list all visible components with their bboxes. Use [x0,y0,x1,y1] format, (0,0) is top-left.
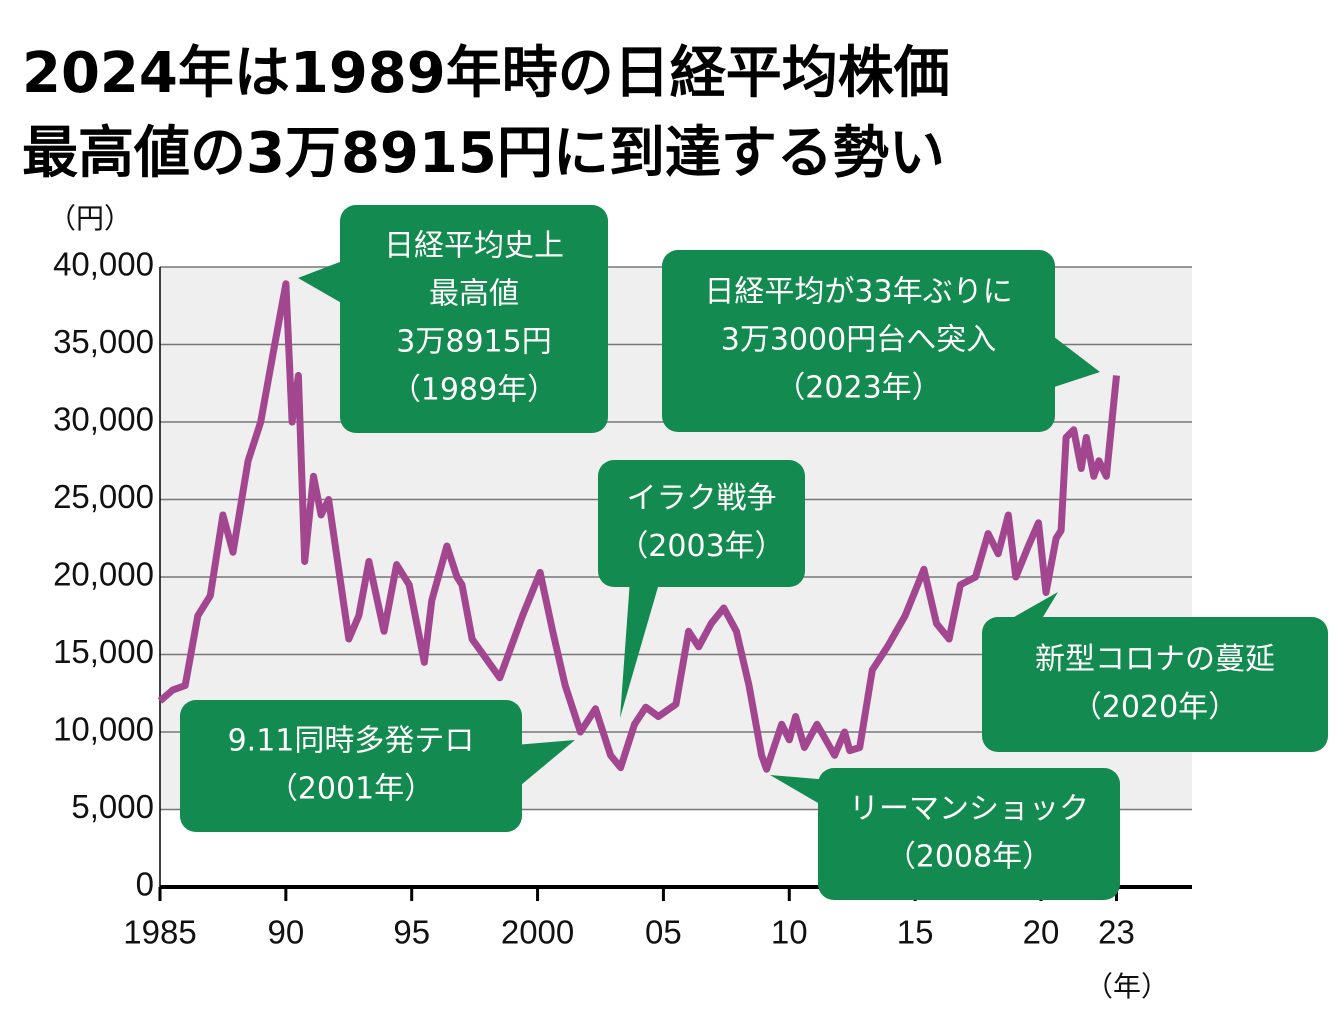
callout-text: （2023年） [775,371,941,406]
callout-tail [298,260,345,305]
callout-text: 3万3000円台へ突入 [721,323,996,358]
y-tick-label: 15,000 [53,633,154,670]
y-axis-unit: （円） [48,202,132,235]
callout-text: 9.11同時多発テロ [228,724,475,759]
y-tick-label: 10,000 [53,711,154,748]
x-tick-label: 05 [645,914,682,951]
callout-text: （2020年） [1072,690,1238,725]
x-tick-label: 23 [1098,914,1135,951]
y-tick-label: 0 [136,866,154,903]
callout-box [340,205,608,433]
callout-text: 3万8915円 [396,325,551,360]
x-tick-label: 95 [393,914,430,951]
x-tick-label: 90 [267,914,304,951]
line-series [157,280,1120,773]
callout-text: リーマンショック [849,792,1089,827]
callout-text: 日経平均史上 [384,229,564,264]
x-tick-label: 15 [897,914,934,951]
y-tick-label: 20,000 [53,556,154,593]
x-axis-unit: （年） [1085,970,1169,1003]
chart-title: 最高値の3万8915円に到達する勢い [22,121,945,186]
y-tick-label: 5,000 [71,788,154,825]
callout-text: （2001年） [268,772,434,807]
callout-tail [1000,592,1058,625]
callout-tail [620,580,660,718]
x-tick-label: 2000 [501,914,574,951]
callout-text: 新型コロナの蔓延 [1035,642,1275,677]
y-tick-label: 35,000 [53,323,154,360]
x-tick-label: 10 [771,914,808,951]
y-tick-label: 30,000 [53,401,154,438]
callout-box [818,768,1120,900]
callout-tail [515,740,575,790]
x-tick-label: 1985 [123,914,196,951]
callout-text: 最高値 [429,277,519,312]
callout-box [598,460,805,587]
callout-text: （1989年） [391,373,557,408]
callout-tail [1045,330,1100,390]
callout-text: イラク戦争 [627,481,777,516]
callout-text: 日経平均が33年ぶりに [704,275,1012,310]
callout-text: （2003年） [618,529,784,564]
y-tick-label: 40,000 [53,246,154,283]
callout-box [982,617,1328,752]
callout-tail [770,775,830,810]
callout-text: （2008年） [886,840,1052,875]
y-tick-label: 25,000 [53,478,154,515]
callout-box [662,250,1055,432]
chart-title: 2024年は1989年時の日経平均株価 [22,41,950,106]
x-tick-label: 20 [1023,914,1060,951]
callout-box [180,700,522,832]
